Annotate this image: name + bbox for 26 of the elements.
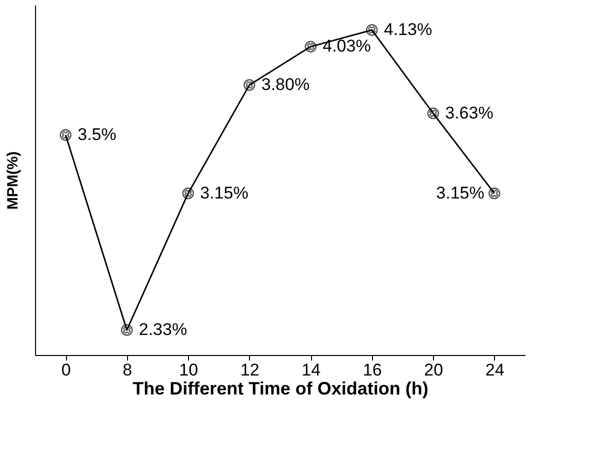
point <box>182 188 194 200</box>
x-axis-title: The Different Time of Oxidation (h) <box>132 378 428 398</box>
x-tick-label: 10 <box>179 360 198 380</box>
data-label: 3.80% <box>261 75 310 94</box>
data-label: 4.13% <box>384 20 432 39</box>
point <box>366 24 378 36</box>
x-tick-label: 0 <box>61 360 71 380</box>
data-label: 3.5% <box>78 125 116 144</box>
x-tick-label: 24 <box>485 360 504 380</box>
point <box>60 129 72 141</box>
data-label: 2.33% <box>138 320 188 339</box>
x-tick-label: 8 <box>122 360 132 380</box>
x-tick-label: 14 <box>302 360 321 380</box>
x-tick-label: 20 <box>424 360 444 380</box>
x-tick-label: 16 <box>362 360 382 380</box>
point <box>304 40 316 52</box>
x-tick-label: 12 <box>240 360 260 380</box>
point <box>427 108 439 120</box>
point <box>244 79 256 91</box>
data-label: 3.63% <box>445 103 494 122</box>
data-label: 3.15% <box>436 183 484 202</box>
point <box>121 324 133 336</box>
point <box>488 188 500 200</box>
y-axis-title: MPM(%) <box>4 151 22 210</box>
data-label: 4.03% <box>322 36 371 56</box>
data-label: 3.15% <box>200 183 248 202</box>
